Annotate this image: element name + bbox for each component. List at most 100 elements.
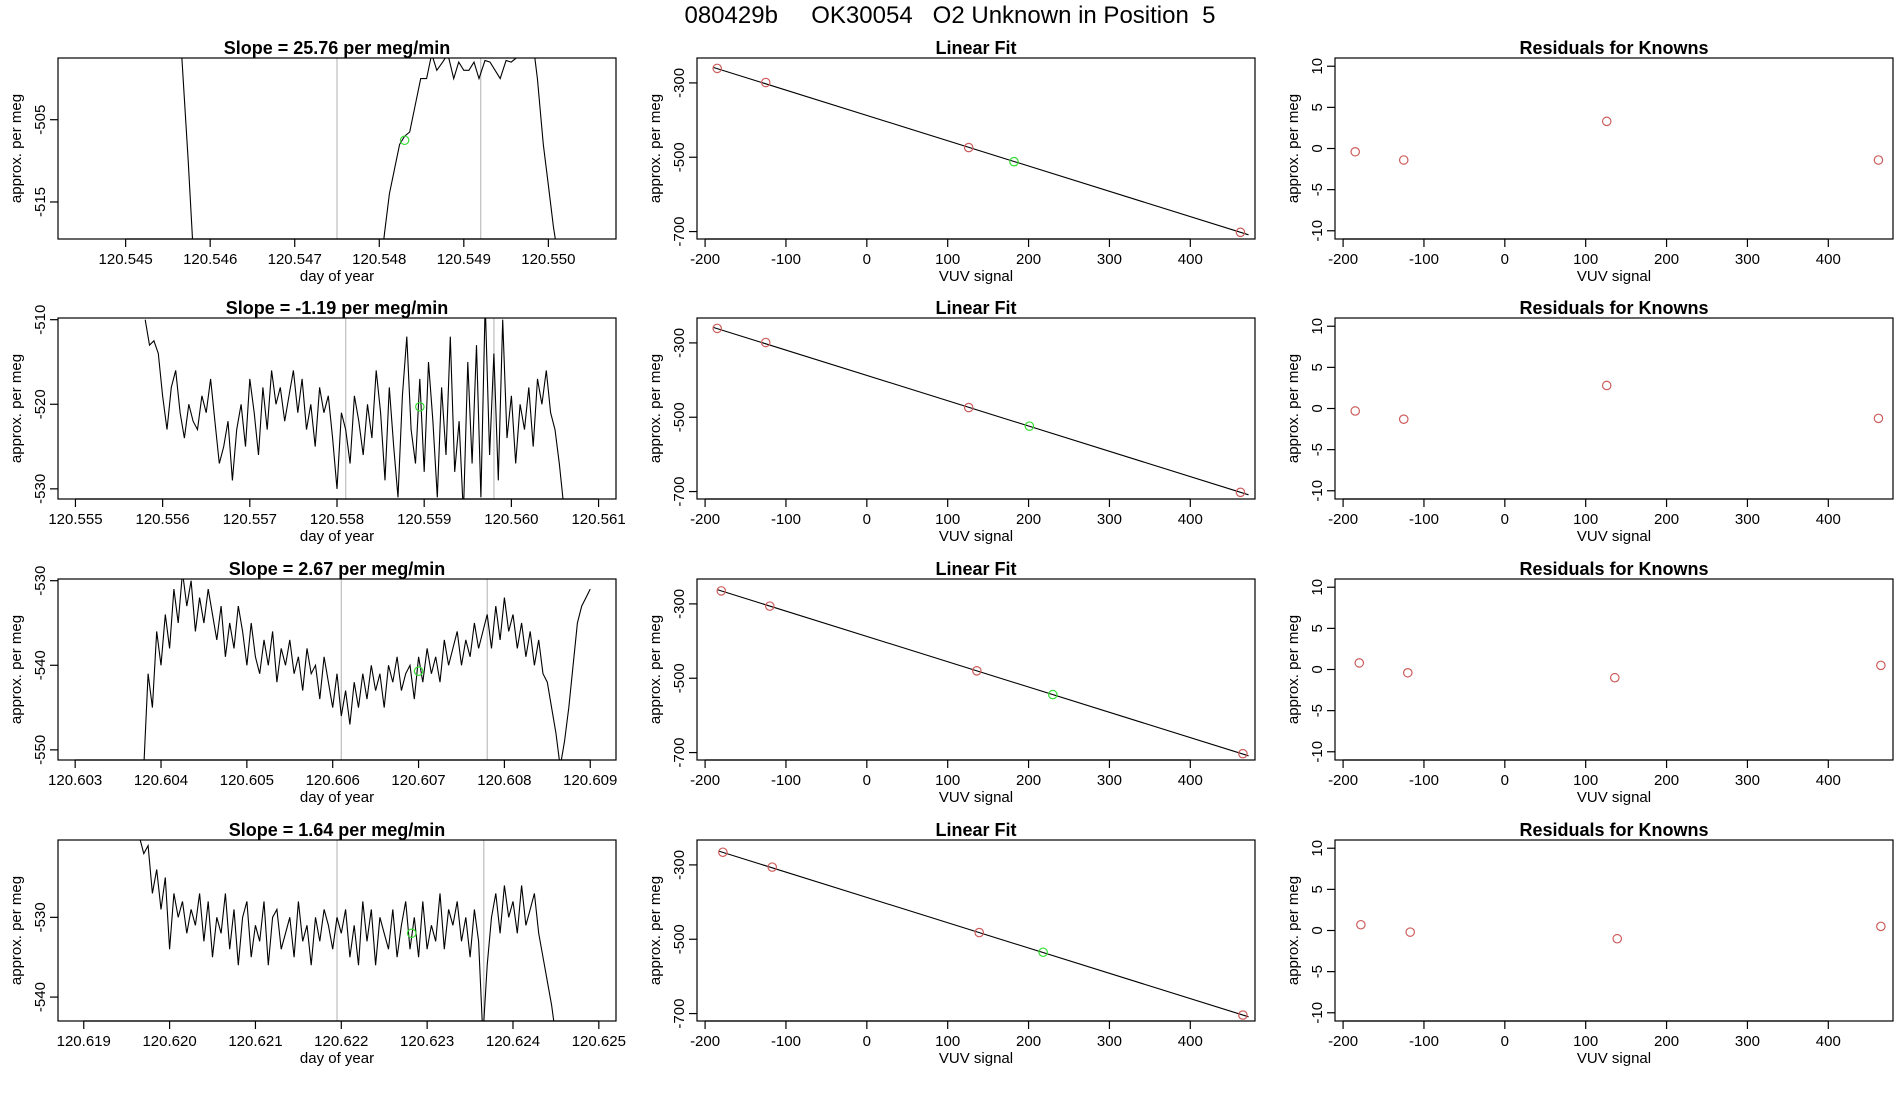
x-tick-label: 400 xyxy=(1816,772,1841,789)
known-point xyxy=(1610,672,1620,683)
chart-title: Linear Fit xyxy=(935,298,1016,318)
y-tick-label: -700 xyxy=(671,738,688,768)
y-tick-label: -10 xyxy=(1309,1002,1326,1024)
x-tick-label: 120.623 xyxy=(400,1033,454,1050)
known-point xyxy=(1873,155,1884,165)
y-tick-label: -515 xyxy=(32,187,49,217)
y-tick-label: 0 xyxy=(1309,926,1326,934)
x-tick-label: 400 xyxy=(1178,1033,1203,1050)
chart-title: Slope = 1.64 per meg/min xyxy=(229,820,446,840)
plot-frame xyxy=(1334,57,1894,240)
x-tick-label: 120.546 xyxy=(183,251,237,268)
unknown-point xyxy=(1048,689,1058,700)
x-tick-label: -100 xyxy=(1409,251,1439,268)
x-tick-label: 120.608 xyxy=(477,772,531,789)
series-line xyxy=(139,840,555,1021)
x-axis-label: VUV signal xyxy=(1577,528,1651,545)
x-tick-label: -200 xyxy=(1328,1033,1358,1050)
x-tick-label: -100 xyxy=(1409,511,1439,528)
x-tick-label: 200 xyxy=(1016,511,1041,528)
chart-row3-linearfit: -200 -100 0 100 200 300 400 -300 -500 -700 Linear … xyxy=(647,559,1256,806)
x-tick-label: 120.555 xyxy=(48,511,102,528)
y-tick-label: -700 xyxy=(671,217,688,247)
x-tick-label: 120.604 xyxy=(134,772,188,789)
y-tick-label: -520 xyxy=(32,389,49,419)
y-axis-label: approx. per meg xyxy=(1285,876,1302,985)
y-tick-label: -500 xyxy=(671,402,688,432)
x-tick-label: 100 xyxy=(935,772,960,789)
x-tick-label: -100 xyxy=(771,1033,801,1050)
x-tick-label: 100 xyxy=(935,251,960,268)
x-tick-label: 300 xyxy=(1097,1033,1122,1050)
known-point xyxy=(1356,919,1366,930)
x-tick-label: -200 xyxy=(1328,772,1358,789)
chart-row3-residuals: -200 -100 0 100 200 300 400 10 5 0 -5 -10 Residuals … xyxy=(1285,559,1894,806)
x-tick-label: -200 xyxy=(690,511,720,528)
y-tick-label: -10 xyxy=(1309,741,1326,763)
x-axis-label: VUV signal xyxy=(939,528,1013,545)
y-tick-label: 5 xyxy=(1309,624,1326,632)
x-tick-label: 120.619 xyxy=(57,1033,111,1050)
x-tick-label: -200 xyxy=(1328,511,1358,528)
y-axis-label: approx. per meg xyxy=(647,354,664,463)
x-tick-label: 400 xyxy=(1816,251,1841,268)
x-axis-label: day of year xyxy=(300,268,374,285)
known-point xyxy=(1612,933,1623,944)
x-tick-label: 120.625 xyxy=(572,1033,626,1050)
y-tick-label: -550 xyxy=(32,735,49,765)
unknown-point xyxy=(399,135,410,146)
x-tick-label: 200 xyxy=(1654,251,1679,268)
x-tick-label: 300 xyxy=(1735,772,1760,789)
x-tick-label: 120.609 xyxy=(563,772,617,789)
chart-row1-timeseries: 120.545 120.546 120.547 120.548 120.549 120.5… xyxy=(8,38,617,285)
chart-title: Slope = -1.19 per meg/min xyxy=(226,298,449,318)
x-tick-label: -100 xyxy=(771,251,801,268)
x-tick-label: 200 xyxy=(1016,1033,1041,1050)
known-point xyxy=(760,337,771,348)
unknown-point xyxy=(1009,156,1019,167)
x-tick-label: 120.605 xyxy=(220,772,274,789)
y-tick-label: -5 xyxy=(1309,965,1326,978)
y-tick-label: -505 xyxy=(32,105,49,135)
known-point xyxy=(718,847,728,858)
x-tick-label: 120.548 xyxy=(352,251,406,268)
x-tick-label: 200 xyxy=(1016,251,1041,268)
y-axis-label: approx. per meg xyxy=(8,94,25,203)
known-point xyxy=(1354,658,1365,668)
known-point xyxy=(1238,1010,1248,1020)
known-point xyxy=(1601,380,1612,391)
chart-title: Residuals for Knowns xyxy=(1519,38,1708,58)
x-axis-label: VUV signal xyxy=(1577,1050,1651,1067)
y-tick-label: 0 xyxy=(1309,144,1326,152)
known-point xyxy=(1238,748,1248,759)
y-tick-label: -500 xyxy=(671,663,688,693)
x-tick-label: 120.545 xyxy=(99,251,153,268)
x-tick-label: 120.561 xyxy=(571,511,625,528)
known-point xyxy=(1235,227,1246,238)
unknown-point xyxy=(406,928,417,939)
y-tick-label: -530 xyxy=(32,566,49,596)
x-tick-label: 0 xyxy=(1501,772,1509,789)
fit-line xyxy=(717,589,1249,757)
x-tick-label: -200 xyxy=(690,772,720,789)
known-point xyxy=(1873,413,1884,424)
y-tick-label: 0 xyxy=(1309,404,1326,412)
x-tick-label: 100 xyxy=(1573,1033,1598,1050)
chart-row2-timeseries: 120.555 120.556 120.557 120.558 120.559 120.5… xyxy=(8,298,626,545)
plot-frame xyxy=(696,578,1256,761)
chart-row1-linearfit: -200 -100 0 100 200 300 400 -300 -500 -700 Linear … xyxy=(647,38,1256,285)
y-tick-label: -300 xyxy=(671,328,688,358)
y-tick-label: -300 xyxy=(671,850,688,880)
y-tick-label: -500 xyxy=(671,924,688,954)
x-axis-label: VUV signal xyxy=(939,789,1013,806)
x-tick-label: -100 xyxy=(1409,772,1439,789)
chart-row2-residuals: -200 -100 0 100 200 300 400 10 5 0 -5 -10 Residuals … xyxy=(1285,298,1894,545)
y-tick-label: 10 xyxy=(1309,579,1326,596)
y-axis-label: approx. per meg xyxy=(1285,615,1302,724)
x-tick-label: 200 xyxy=(1654,511,1679,528)
x-tick-label: 300 xyxy=(1735,251,1760,268)
x-tick-label: 200 xyxy=(1654,772,1679,789)
known-point xyxy=(1350,406,1361,416)
plot-frame xyxy=(696,317,1256,500)
x-tick-label: 0 xyxy=(863,251,871,268)
